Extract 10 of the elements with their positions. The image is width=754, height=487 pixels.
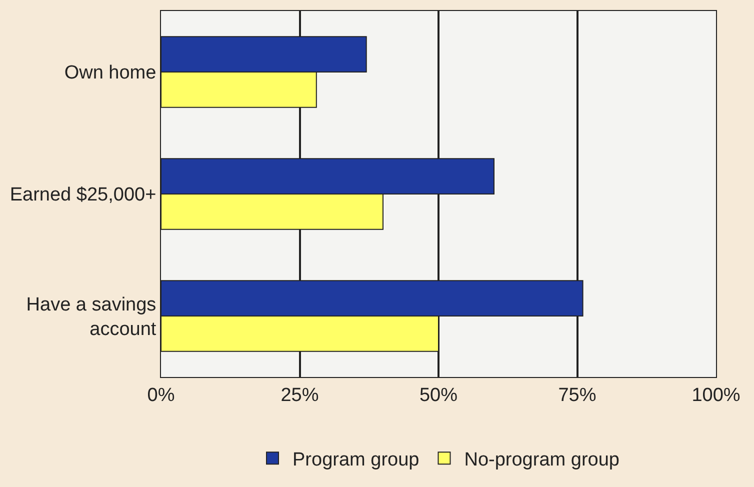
y-tick-label: Own home [64,62,156,84]
x-tick-label: 50% [419,384,458,406]
y-tick-label: Earned $25,000+ [10,184,156,206]
x-tick-label: 100% [692,384,740,406]
legend-label: No-program group [464,449,620,470]
legend-label: Program group [292,449,420,470]
x-tick-label: 25% [280,384,319,406]
x-tick-label: 75% [558,384,596,406]
y-tick-label: Have a savings account [26,294,157,340]
x-tick-label: 0% [147,384,175,406]
